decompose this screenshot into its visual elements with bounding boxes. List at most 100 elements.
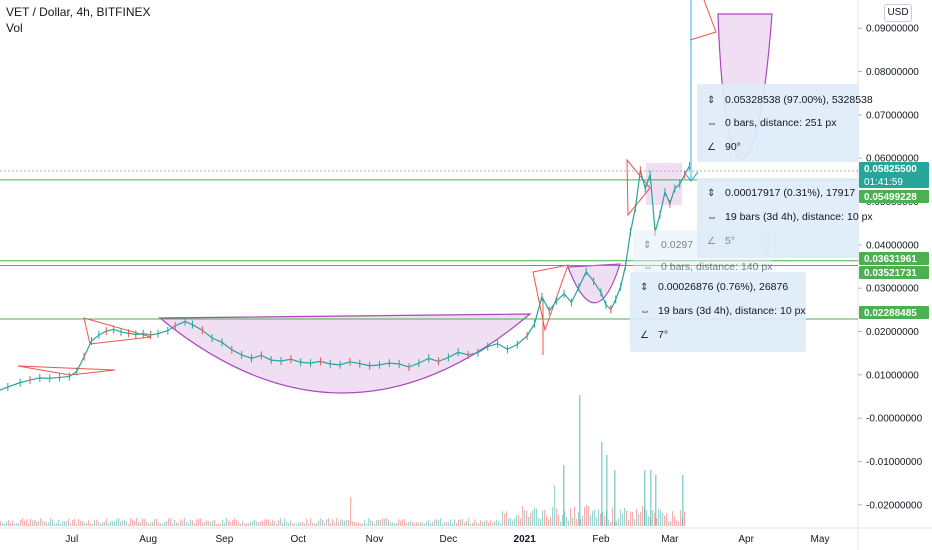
angle-icon: ∠ <box>707 142 716 153</box>
volume-bar <box>552 506 554 526</box>
volume-bar <box>224 522 226 526</box>
volume-spike <box>682 475 684 526</box>
volume-bar <box>632 512 634 526</box>
volume-bar <box>18 522 20 526</box>
x-tick-label: 2021 <box>514 534 537 545</box>
volume-indicator-label[interactable]: Vol <box>6 21 23 35</box>
volume-bar <box>466 521 468 526</box>
volume-bar <box>118 518 120 526</box>
volume-bar <box>282 522 284 526</box>
symbol-title[interactable]: VET / Dollar, 4h, BITFINEX <box>6 5 151 19</box>
volume-bar <box>610 522 612 526</box>
volume-bar <box>122 520 124 526</box>
y-tick-label: 0.01000000 <box>866 370 919 381</box>
volume-bar <box>160 523 162 526</box>
volume-bar <box>618 518 620 526</box>
price-line <box>0 165 691 391</box>
volume-bar <box>498 521 500 526</box>
volume-bar <box>412 521 414 526</box>
volume-bar <box>202 522 204 526</box>
volume-bar <box>458 519 460 526</box>
volume-bar <box>636 509 638 526</box>
volume-bar <box>516 514 518 526</box>
y-tick-label: -0.01000000 <box>866 457 923 468</box>
volume-bar <box>374 523 376 526</box>
volume-bar <box>116 519 118 526</box>
volume-bar <box>230 522 232 526</box>
price-badge <box>859 266 929 279</box>
volume-bar <box>568 520 570 526</box>
y-tick-label: 0.04000000 <box>866 240 919 251</box>
measure-angle: 90° <box>725 141 741 153</box>
y-tick-label: 0.07000000 <box>866 110 919 121</box>
volume-bar <box>674 516 676 526</box>
volume-bar <box>26 519 28 526</box>
currency-button[interactable]: USD <box>884 4 912 22</box>
volume-bar <box>4 523 6 526</box>
measure-arrow <box>683 171 699 182</box>
volume-bar <box>120 521 122 526</box>
volume-bar <box>560 521 562 526</box>
volume-bar <box>292 523 294 526</box>
volume-bar <box>666 513 668 526</box>
volume-bar <box>416 522 418 526</box>
volume-bars <box>0 395 686 526</box>
measure-tooltip-big: ⇕ 0.05328538 (97.00%), 5328538 ⇔ 0 bars, d… <box>697 84 873 162</box>
volume-bar <box>290 520 292 526</box>
volume-bar <box>468 518 470 526</box>
volume-bar <box>66 521 68 526</box>
volume-bar <box>72 520 74 526</box>
volume-bar <box>126 521 128 526</box>
volume-bar <box>340 519 342 526</box>
volume-bar <box>478 523 480 526</box>
volume-bar <box>246 523 248 526</box>
volume-bar <box>546 515 548 526</box>
volume-bar <box>584 507 586 526</box>
volume-bar <box>538 517 540 526</box>
volume-bar <box>492 522 494 526</box>
volume-bar <box>0 521 2 526</box>
volume-bar <box>360 523 362 526</box>
y-tick-label: 0.03000000 <box>866 284 919 295</box>
volume-bar <box>114 521 116 526</box>
volume-bar <box>162 523 164 526</box>
countdown-label: 01:41:59 <box>864 177 903 188</box>
time-axis[interactable]: Jul Aug Sep Oct Nov Dec 2021 Feb Mar Apr May <box>65 534 829 545</box>
volume-bar <box>446 522 448 526</box>
volume-bar <box>352 521 354 526</box>
measure-tooltip-mid: ⇕ 0.0297 ⇔ 0 bars, distance: 140 px <box>633 230 773 276</box>
volume-bar <box>434 519 436 526</box>
chart-header: VET / Dollar, 4h, BITFINEX Vol <box>6 4 151 36</box>
volume-bar <box>362 523 364 526</box>
volume-bar <box>364 520 366 526</box>
price-badge <box>859 306 929 319</box>
volume-bar <box>306 518 308 526</box>
volume-bar <box>166 521 168 526</box>
volume-bar <box>502 511 504 526</box>
volume-bar <box>496 519 498 526</box>
volume-bar <box>588 506 590 526</box>
bars-range-icon: ⇔ <box>707 212 717 223</box>
volume-bar <box>400 520 402 526</box>
volume-spike <box>655 475 657 526</box>
volume-bar <box>298 522 300 526</box>
volume-spike <box>614 470 616 526</box>
volume-bar <box>574 506 576 526</box>
volume-bar <box>418 522 420 526</box>
volume-bar <box>244 523 246 526</box>
volume-bar <box>142 518 144 526</box>
volume-bar <box>152 522 154 526</box>
volume-bar <box>544 509 546 526</box>
volume-bar <box>154 519 156 526</box>
volume-bar <box>214 520 216 526</box>
volume-bar <box>536 508 538 526</box>
volume-bar <box>128 523 130 526</box>
volume-bar <box>440 518 442 526</box>
volume-bar <box>176 522 178 526</box>
volume-bar <box>104 521 106 526</box>
volume-bar <box>264 519 266 526</box>
volume-spike <box>563 465 565 526</box>
volume-bar <box>462 519 464 526</box>
volume-bar <box>638 513 640 526</box>
volume-bar <box>322 520 324 526</box>
